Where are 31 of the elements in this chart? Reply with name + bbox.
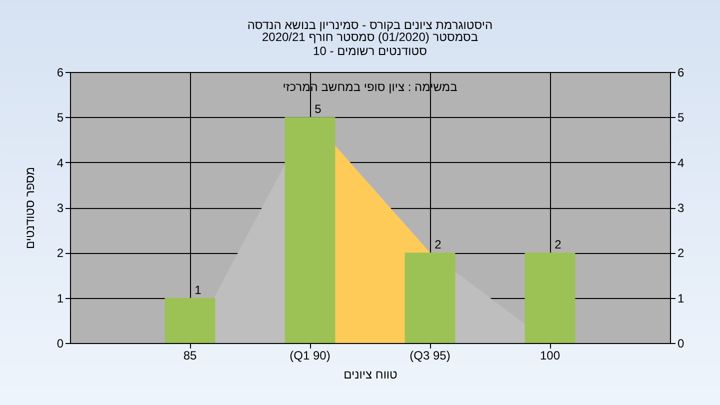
y-tick-label: 6 (56, 66, 64, 80)
y-tick-label: 3 (56, 201, 64, 215)
bar (524, 252, 576, 343)
x-tick-label: (Q3 95) (410, 348, 450, 362)
data-label: 1 (194, 282, 202, 297)
y-tick-label: 0 (56, 336, 64, 350)
x-tick-label: (Q1 90) (290, 348, 330, 362)
y2-tick-label: 2 (678, 246, 684, 260)
y2-tick-label: 1 (678, 291, 684, 306)
y2-tick-label: 6 (678, 66, 684, 80)
y2-tick-label: 3 (678, 201, 684, 215)
bar (284, 117, 336, 343)
chart-title: היסטוגרמת ציונים בקורס - סמינריון בנושא הנדסה (247, 18, 493, 32)
y2-tick-label: 0 (678, 336, 684, 350)
y-axis-title: מספר סטודנטים (22, 166, 37, 250)
x-axis-title: טווח ציונים (344, 368, 398, 382)
y2-tick-label: 5 (678, 110, 684, 125)
y-tick-label: 1 (56, 291, 64, 306)
bar (164, 298, 216, 343)
bar (404, 252, 456, 343)
x-tick-label: 100 (540, 348, 560, 362)
data-label: 5 (314, 102, 322, 116)
y2-tick-label: 4 (678, 156, 684, 170)
y-tick-label: 5 (56, 110, 64, 125)
text: בסמסטר (01/2020) סמסטר חורף 2020/21 (262, 30, 478, 44)
y-tick-label: 4 (56, 156, 64, 170)
y-tick-label: 2 (56, 246, 64, 260)
data-label: 2 (434, 238, 442, 252)
x-tick-label: 85 (183, 348, 197, 362)
data-label: 2 (554, 238, 562, 252)
text: סטודנטים רשומים - 10 (313, 44, 427, 58)
